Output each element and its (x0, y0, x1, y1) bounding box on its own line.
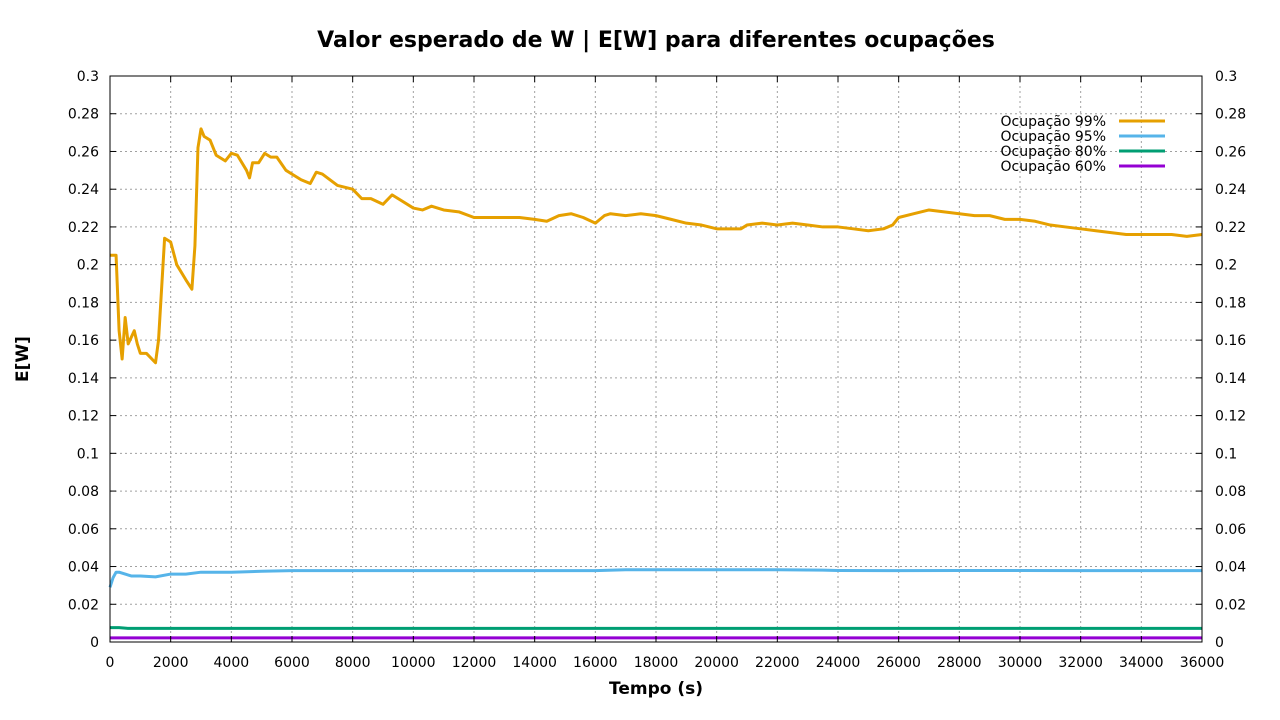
y-tick-label: 0.04 (68, 560, 99, 576)
x-tick-label: 34000 (1119, 655, 1164, 671)
x-tick-label: 26000 (876, 655, 921, 671)
x-tick-label: 32000 (1058, 655, 1103, 671)
y-tick-label: 0.16 (68, 333, 99, 349)
x-tick-label: 22000 (755, 655, 800, 671)
y-tick-label: 0.24 (68, 182, 99, 198)
y-tick-label: 0.06 (68, 522, 99, 538)
y-tick-label: 0.2 (77, 258, 99, 274)
series-line (110, 626, 1202, 630)
legend-label: Ocupação 60% (1001, 159, 1106, 175)
legend-label: Ocupação 95% (1001, 129, 1106, 145)
x-tick-label: 36000 (1180, 655, 1225, 671)
y-tick-label: 0.26 (68, 144, 99, 160)
y-tick-label: 0.14 (68, 371, 99, 387)
x-tick-label: 6000 (274, 655, 310, 671)
y2-tick-label: 0.1 (1215, 446, 1237, 462)
y2-tick-label: 0.02 (1215, 597, 1246, 613)
x-tick-label: 4000 (214, 655, 250, 671)
y-tick-label: 0.18 (68, 295, 99, 311)
y2-tick-label: 0.3 (1215, 69, 1237, 85)
y2-tick-label: 0.06 (1215, 522, 1246, 538)
x-tick-label: 20000 (694, 655, 739, 671)
y-tick-label: 0.28 (68, 107, 99, 123)
y2-tick-label: 0.2 (1215, 258, 1237, 274)
y2-tick-label: 0.28 (1215, 107, 1246, 123)
x-tick-label: 12000 (452, 655, 497, 671)
legend: Ocupação 99%Ocupação 95%Ocupação 80%Ocup… (1001, 114, 1165, 175)
y-tick-label: 0.12 (68, 409, 99, 425)
x-tick-label: 24000 (816, 655, 861, 671)
legend-label: Ocupação 99% (1001, 114, 1106, 130)
legend-label: Ocupação 80% (1001, 144, 1106, 160)
y2-tick-label: 0.24 (1215, 182, 1246, 198)
x-tick-label: 30000 (998, 655, 1043, 671)
y-axis-label: E[W] (13, 336, 33, 382)
y2-tick-label: 0.14 (1215, 371, 1246, 387)
axis-ticks: 0 2000 4000 6000 8000 10000 12000 14000 16000 180… (68, 69, 1246, 671)
x-tick-label: 28000 (937, 655, 982, 671)
y2-tick-label: 0.26 (1215, 144, 1246, 160)
x-tick-label: 0 (106, 655, 115, 671)
y2-tick-label: 0.08 (1215, 484, 1246, 500)
y-tick-label: 0.3 (77, 69, 99, 85)
y2-tick-label: 0.04 (1215, 560, 1246, 576)
y2-tick-label: 0.16 (1215, 333, 1246, 349)
series-line (110, 127, 1203, 365)
x-tick-label: 18000 (634, 655, 679, 671)
y2-tick-label: 0 (1215, 635, 1224, 651)
y-tick-label: 0.1 (77, 446, 99, 462)
x-axis-label: Tempo (s) (609, 679, 703, 699)
x-tick-label: 2000 (153, 655, 189, 671)
y-tick-label: 0 (90, 635, 99, 651)
chart-title: Valor esperado de W | E[W] para diferent… (317, 28, 995, 53)
x-tick-label: 8000 (335, 655, 371, 671)
y-tick-label: 0.02 (68, 597, 99, 613)
y2-tick-label: 0.18 (1215, 295, 1246, 311)
x-tick-label: 14000 (512, 655, 557, 671)
y2-tick-label: 0.22 (1215, 220, 1246, 236)
series-line (108, 568, 1202, 588)
y-tick-label: 0.22 (68, 220, 99, 236)
x-tick-label: 16000 (573, 655, 618, 671)
x-tick-label: 10000 (391, 655, 436, 671)
y-tick-label: 0.08 (68, 484, 99, 500)
y2-tick-label: 0.12 (1215, 409, 1246, 425)
grid (110, 76, 1202, 642)
